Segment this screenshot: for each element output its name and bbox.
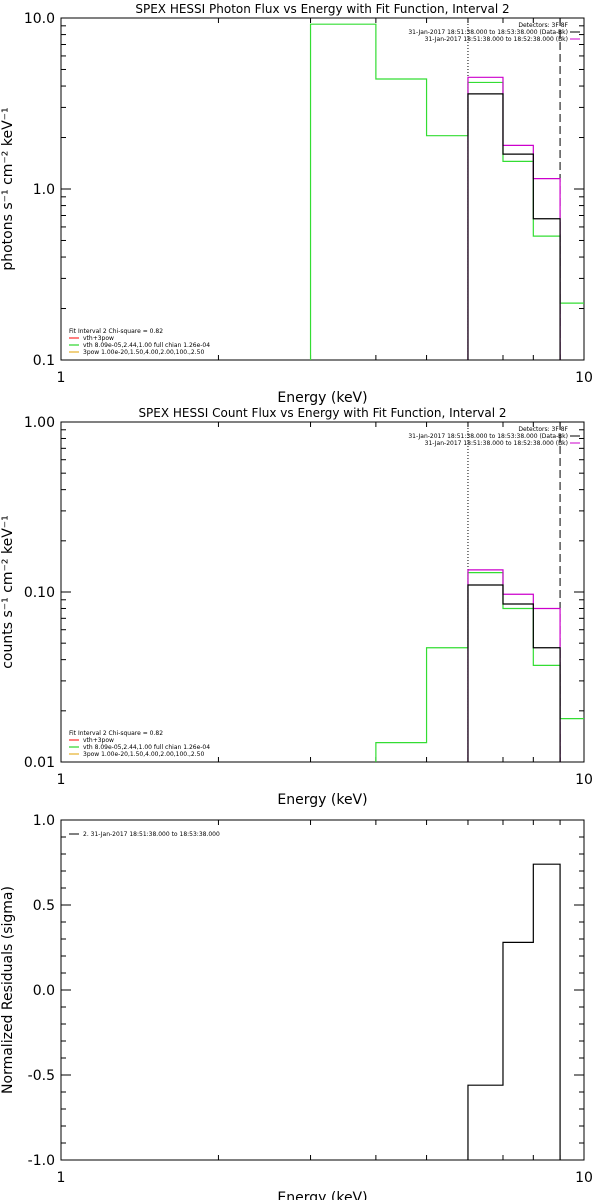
legend-text: 3pow 1.00e-20,1.50,4.00,2.00,100.,2.50 (83, 751, 204, 758)
legend-text: Fit Interval 2 Chi-square = 0.82 (69, 730, 163, 737)
legend-text: vth+3pow (83, 737, 114, 744)
plot-area (375, 422, 584, 762)
x-tick-label: 10 (575, 370, 593, 386)
y-tick-label: -0.5 (28, 1068, 55, 1084)
y-tick-label: 10.0 (24, 11, 55, 27)
legend-text: 3pow 1.00e-20,1.50,4.00,2.00,100.,2.50 (83, 349, 204, 356)
y-axis-label: counts s⁻¹ cm⁻² keV⁻¹ (0, 515, 16, 669)
y-tick-label: 1.0 (33, 813, 55, 829)
x-axis-label: Energy (keV) (277, 390, 367, 406)
legend-text: 2. 31-Jan-2017 18:51:38.000 to 18:53:38.… (83, 831, 220, 838)
y-axis-label: photons s⁻¹ cm⁻² keV⁻¹ (0, 107, 16, 270)
series-step-line-2 (467, 584, 561, 762)
series-step-line-0 (375, 572, 584, 762)
series-step-line-0 (309, 23, 584, 360)
series-step-line-0 (467, 863, 561, 1160)
legend-text: 31-Jan-2017 18:51:38.000 to 18:52:38.000… (425, 440, 568, 447)
x-tick-label: 1 (57, 1170, 66, 1186)
y-tick-label: 0.10 (24, 585, 55, 601)
legend-text: vth 8.09e-05,2.44,1.00 full chian 1.26e-… (83, 744, 210, 751)
y-tick-label: 0.01 (24, 755, 55, 771)
x-axis-label: Energy (keV) (277, 792, 367, 808)
legend-text: 31-Jan-2017 18:51:38.000 to 18:53:38.000… (408, 29, 568, 36)
x-tick-label: 10 (575, 1170, 593, 1186)
series-step-line-1 (467, 569, 561, 762)
chart-title: SPEX HESSI Photon Flux vs Energy with Fi… (135, 2, 509, 16)
legend-text: Detectors: 3F 8F (518, 22, 568, 29)
plot-area (309, 18, 584, 360)
y-tick-label: 1.0 (33, 182, 55, 198)
plot-area (467, 863, 561, 1160)
plot-frame (60, 421, 585, 763)
x-tick-label: 1 (57, 772, 66, 788)
x-tick-label: 1 (57, 370, 66, 386)
count-flux-chart: 1 10 0.01 0.10 1.00 SPEX HESSI Count Flux vs … (0, 406, 593, 808)
y-tick-label: -1.0 (28, 1153, 55, 1169)
legend-text: vth 8.09e-05,2.44,1.00 full chian 1.26e-… (83, 342, 210, 349)
y-axis-label: Normalized Residuals (sigma) (0, 886, 16, 1094)
photon-flux-chart: 1 10 0.1 1.0 10.0 SPEX HESSI Photon Flux vs E… (0, 2, 593, 406)
y-tick-label: 0.1 (33, 353, 55, 369)
residuals-chart: 1 10 -1.0 -0.5 0.0 0.5 1.0 Energy (keV) Normaliz… (0, 813, 593, 1200)
chart-title: SPEX HESSI Count Flux vs Energy with Fit… (138, 406, 506, 420)
legend-text: vth+3pow (83, 335, 114, 342)
series-step-line-1 (467, 76, 561, 360)
legend-text: 31-Jan-2017 18:51:38.000 to 18:52:38.000… (425, 36, 568, 43)
plot-frame (60, 819, 585, 1161)
x-tick-label: 10 (575, 772, 593, 788)
legend-text: 31-Jan-2017 18:51:38.000 to 18:53:38.000… (408, 433, 568, 440)
y-tick-label: 1.00 (24, 415, 55, 431)
legend-text: Detectors: 3F 8F (518, 426, 568, 433)
plot-frame (60, 17, 585, 361)
x-axis-label: Energy (keV) (277, 1190, 367, 1200)
y-tick-label: 0.5 (33, 898, 55, 914)
legend-text: Fit Interval 2 Chi-square = 0.82 (69, 328, 163, 335)
y-tick-label: 0.0 (33, 983, 55, 999)
series-step-line-2 (467, 93, 561, 360)
